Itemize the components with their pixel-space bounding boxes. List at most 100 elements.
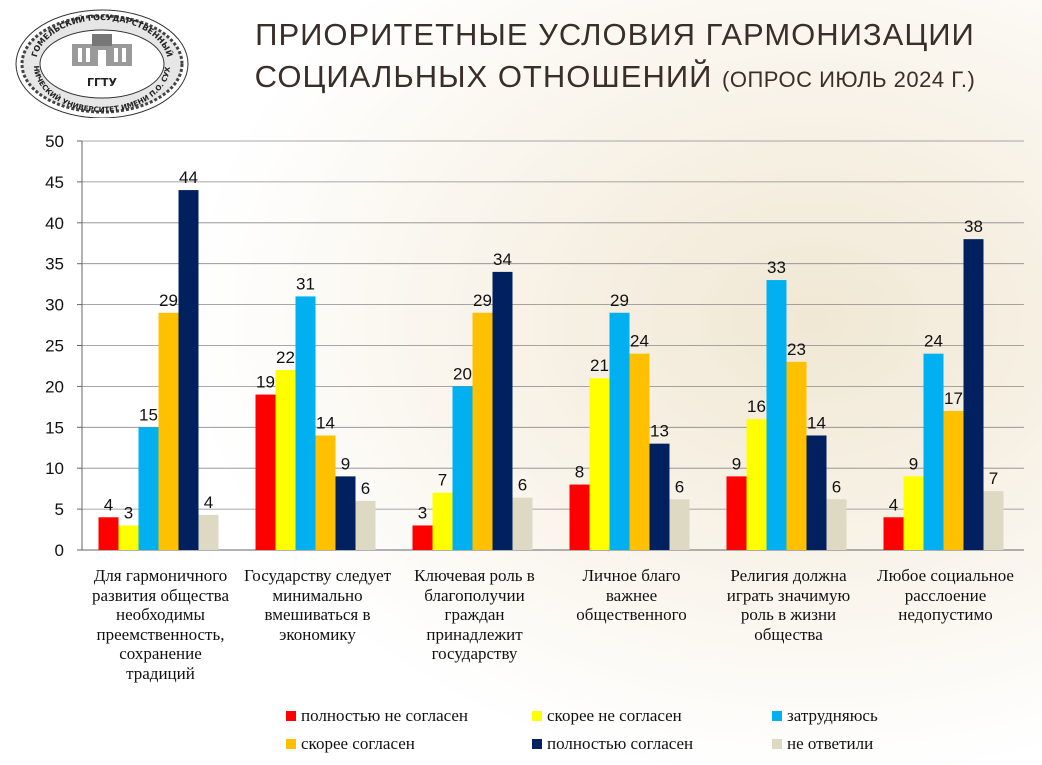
- bar: [512, 497, 533, 550]
- bar-value-label: 9: [732, 454, 741, 473]
- y-tick-label: 25: [45, 337, 64, 356]
- bar: [138, 427, 159, 550]
- y-tick-label: 15: [45, 418, 64, 437]
- legend-swatch: [532, 711, 542, 721]
- category-label: Государству следует минимально вмешивать…: [243, 566, 392, 644]
- bar: [883, 517, 904, 550]
- bar: [158, 312, 179, 550]
- legend-item: полностью не согласен: [286, 704, 468, 728]
- legend-swatch: [286, 711, 296, 721]
- bar-value-label: 22: [276, 348, 295, 367]
- bar-value-label: 29: [159, 291, 178, 310]
- bar-value-label: 29: [610, 291, 629, 310]
- bar: [118, 525, 139, 550]
- bar: [432, 492, 453, 550]
- title-line-2: СОЦИАЛЬНЫХ ОТНОШЕНИЙ (ОПРОС ИЮЛЬ 2024 Г.…: [200, 56, 1030, 101]
- logo-center-text: ГГТУ: [87, 76, 118, 89]
- bar-value-label: 38: [964, 217, 983, 236]
- bar-value-label: 6: [518, 476, 527, 495]
- bar: [472, 312, 493, 550]
- bar-value-label: 7: [438, 471, 447, 490]
- bar: [98, 517, 119, 550]
- bar: [492, 271, 513, 550]
- y-tick-label: 40: [45, 214, 64, 233]
- bar: [669, 499, 690, 550]
- bar: [806, 435, 827, 550]
- bar-value-label: 4: [104, 495, 113, 514]
- category-label: Религия должна играть значимую роль в жи…: [726, 566, 851, 644]
- bar: [295, 296, 316, 550]
- bar-value-label: 6: [361, 479, 370, 498]
- y-tick-label: 20: [45, 377, 64, 396]
- bar-value-label: 13: [650, 422, 669, 441]
- chart-legend: полностью не согласен скорее не согласен з…: [286, 704, 1006, 760]
- slide-title: ПРИОРИТЕТНЫЕ УСЛОВИЯ ГАРМОНИЗАЦИИ СОЦИАЛ…: [200, 14, 1030, 101]
- legend-item: затрудняюсь: [772, 704, 878, 728]
- bar-value-label: 44: [179, 168, 198, 187]
- university-logo: ГОМЕЛЬСКИЙ ГОСУДАРСТВЕННЫЙ ТЕХНИЧЕСКИЙ У…: [11, 0, 190, 119]
- y-tick-label: 0: [55, 541, 64, 560]
- bar: [198, 514, 219, 550]
- bar-value-label: 4: [889, 495, 898, 514]
- bar-value-label: 7: [989, 469, 998, 488]
- bar-value-label: 31: [296, 274, 315, 293]
- bar: [412, 525, 433, 550]
- y-tick-label: 5: [55, 500, 64, 519]
- bar-value-label: 17: [944, 389, 963, 408]
- bar: [983, 491, 1004, 550]
- y-tick-label: 30: [45, 296, 64, 315]
- bar-value-label: 3: [124, 503, 133, 522]
- bar: [255, 394, 276, 550]
- title-line-2-main: СОЦИАЛЬНЫХ ОТНОШЕНИЙ: [254, 59, 713, 94]
- legend-item: скорее не согласен: [532, 704, 682, 728]
- bar: [609, 312, 630, 550]
- chart-data-labels: 4 315294441922311496372029346821292413691…: [104, 168, 998, 522]
- bar: [589, 378, 610, 550]
- legend-swatch: [772, 739, 782, 749]
- legend-swatch: [532, 739, 542, 749]
- bar-value-label: 15: [139, 405, 158, 424]
- legend-label: не ответили: [787, 734, 874, 753]
- bar-value-label: 20: [453, 364, 472, 383]
- bar: [746, 419, 767, 550]
- title-line-1: ПРИОРИТЕТНЫЕ УСЛОВИЯ ГАРМОНИЗАЦИИ: [255, 17, 975, 52]
- bar-value-label: 33: [767, 258, 786, 277]
- chart-axes: 0 5 10 15 20 25 30 35 40 45 50: [45, 132, 1024, 560]
- category-label: Ключевая роль в благополучии граждан при…: [414, 566, 535, 663]
- bar-value-label: 34: [493, 250, 512, 269]
- bar-value-label: 16: [747, 397, 766, 416]
- legend-item: полностью согласен: [532, 732, 693, 756]
- category-label: Для гармоничного развития общества необх…: [91, 566, 229, 683]
- bar: [786, 361, 807, 550]
- chart-gridlines: [82, 140, 1024, 551]
- y-tick-label: 35: [45, 255, 64, 274]
- bar-value-label: 8: [575, 463, 584, 482]
- legend-label: скорее согласен: [301, 734, 415, 753]
- bar-value-label: 19: [256, 373, 275, 392]
- bar-value-label: 24: [924, 332, 943, 351]
- legend-label: скорее не согласен: [547, 706, 682, 725]
- legend-label: затрудняюсь: [787, 706, 878, 725]
- bar: [629, 353, 650, 550]
- y-tick-label: 45: [45, 173, 64, 192]
- bar: [766, 280, 787, 550]
- legend-swatch: [286, 739, 296, 749]
- bar-value-label: 9: [909, 454, 918, 473]
- bar-value-label: 6: [675, 477, 684, 496]
- bar-value-label: 21: [590, 356, 609, 375]
- bar: [335, 476, 356, 550]
- bar-value-label: 23: [787, 340, 806, 359]
- legend-swatch: [772, 711, 782, 721]
- bar-value-label: 14: [316, 413, 335, 432]
- bar: [726, 476, 747, 550]
- bar-value-label: 24: [630, 332, 649, 351]
- chart-bars: [98, 190, 1004, 550]
- bar: [923, 353, 944, 550]
- bar-value-label: 6: [832, 477, 841, 496]
- bar: [355, 500, 376, 550]
- bar: [943, 410, 964, 550]
- bar: [315, 435, 336, 550]
- y-tick-label: 50: [45, 132, 64, 151]
- category-label: Любое социальное расслоение недопустимо: [877, 566, 1014, 624]
